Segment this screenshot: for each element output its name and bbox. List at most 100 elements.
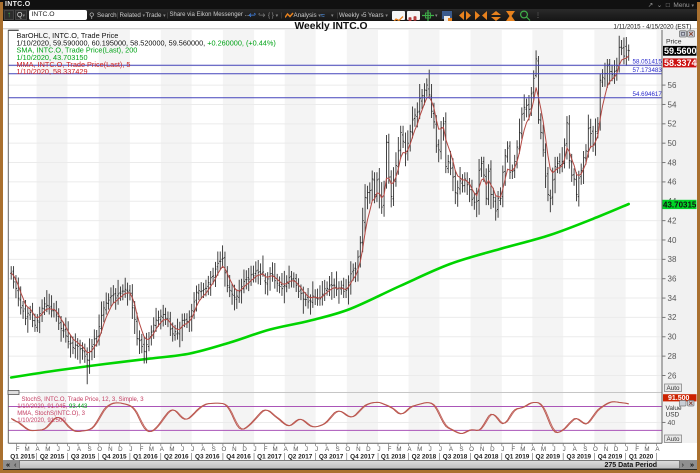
- svg-text:1/10/2020, 58.337429: 1/10/2020, 58.337429: [17, 67, 88, 76]
- svg-text:N: N: [108, 446, 112, 453]
- svg-text:M: M: [273, 446, 278, 453]
- svg-text:D: D: [490, 446, 495, 453]
- svg-text:M: M: [293, 446, 298, 453]
- svg-text:56: 56: [668, 81, 677, 90]
- svg-text:O: O: [593, 446, 598, 453]
- svg-text:F: F: [388, 446, 392, 453]
- svg-text:O: O: [97, 446, 102, 453]
- svg-text:26: 26: [668, 371, 677, 380]
- svg-text:|: |: [191, 454, 193, 461]
- svg-text:A: A: [77, 446, 82, 453]
- svg-text:|: |: [346, 454, 348, 461]
- svg-text:Q3 2018: Q3 2018: [443, 454, 468, 461]
- svg-text:30: 30: [668, 333, 677, 342]
- svg-text:40: 40: [668, 236, 677, 245]
- svg-text:Q4 2018: Q4 2018: [474, 454, 499, 461]
- svg-text:|: |: [408, 454, 410, 461]
- svg-text:|: |: [593, 454, 595, 461]
- svg-text:Q4 2015: Q4 2015: [102, 454, 127, 461]
- svg-text:F: F: [140, 446, 144, 453]
- svg-text:M: M: [25, 446, 30, 453]
- svg-text:|: |: [36, 454, 38, 461]
- svg-text:Q2 2018: Q2 2018: [412, 454, 437, 461]
- svg-text:J: J: [315, 446, 318, 453]
- svg-text:J: J: [377, 446, 380, 453]
- svg-text:|: |: [438, 454, 440, 461]
- svg-text:N: N: [480, 446, 484, 453]
- svg-text:A: A: [655, 446, 660, 453]
- svg-text:M: M: [149, 446, 154, 453]
- svg-text:N: N: [232, 446, 236, 453]
- svg-text:J: J: [439, 446, 442, 453]
- svg-text:Weekly INTC.O: Weekly INTC.O: [294, 21, 367, 32]
- svg-text:SMA, INTC.O, Trade Price(Last): SMA, INTC.O, Trade Price(Last), 200: [17, 46, 138, 55]
- svg-text:54.694617: 54.694617: [633, 91, 663, 98]
- svg-text:|: |: [656, 454, 658, 461]
- svg-text:F: F: [16, 446, 20, 453]
- svg-text:MMA, StochS(INTC.O), 3: MMA, StochS(INTC.O), 3: [17, 411, 85, 417]
- svg-text:J: J: [625, 446, 628, 453]
- svg-text:Q3 2015: Q3 2015: [71, 454, 96, 461]
- svg-text:|: |: [562, 454, 564, 461]
- svg-text:|: |: [501, 454, 503, 461]
- svg-text:Q4 2019: Q4 2019: [598, 454, 623, 461]
- svg-text:M: M: [45, 446, 50, 453]
- svg-text:Q1 2016: Q1 2016: [133, 454, 158, 461]
- svg-text:Q2 2016: Q2 2016: [164, 454, 189, 461]
- svg-text:Q3 2017: Q3 2017: [319, 454, 344, 461]
- svg-text:1/10/2020, 91.500: 1/10/2020, 91.500: [17, 418, 66, 424]
- svg-text:28: 28: [668, 352, 677, 361]
- svg-text:S: S: [88, 446, 92, 453]
- svg-text:A: A: [407, 446, 412, 453]
- svg-text:42: 42: [668, 216, 677, 225]
- svg-text:A: A: [449, 446, 454, 453]
- svg-text:Auto: Auto: [667, 436, 680, 443]
- svg-text:|: |: [253, 454, 255, 461]
- svg-text:54: 54: [668, 100, 677, 109]
- svg-text:|: |: [315, 454, 317, 461]
- svg-text:Q1 2017: Q1 2017: [257, 454, 282, 461]
- svg-text:Q2 2019: Q2 2019: [536, 454, 561, 461]
- svg-text:52: 52: [668, 120, 677, 129]
- svg-text:Q2 2017: Q2 2017: [288, 454, 313, 461]
- svg-text:J: J: [552, 446, 555, 453]
- svg-text:O: O: [469, 446, 474, 453]
- svg-text:Price: Price: [666, 39, 682, 46]
- svg-text:|: |: [98, 454, 100, 461]
- svg-text:Q4 2016: Q4 2016: [226, 454, 251, 461]
- svg-text:M: M: [417, 446, 422, 453]
- svg-text:58.3374: 58.3374: [664, 58, 697, 68]
- svg-text:F: F: [511, 446, 515, 453]
- svg-text:J: J: [501, 446, 504, 453]
- svg-text:J: J: [57, 446, 60, 453]
- svg-text:36: 36: [668, 275, 677, 284]
- svg-text:M: M: [396, 446, 401, 453]
- svg-text:S: S: [212, 446, 216, 453]
- svg-text:F: F: [264, 446, 268, 453]
- svg-text:S: S: [459, 446, 463, 453]
- svg-text:Q3 2016: Q3 2016: [195, 454, 220, 461]
- svg-text:Q1 2015: Q1 2015: [10, 454, 35, 461]
- svg-text:91.500: 91.500: [668, 395, 690, 402]
- svg-text:D: D: [242, 446, 247, 453]
- svg-text:|: |: [222, 454, 224, 461]
- svg-text:A: A: [284, 446, 289, 453]
- svg-text:USD: USD: [666, 412, 680, 419]
- svg-text:J: J: [181, 446, 184, 453]
- svg-text:Value: Value: [666, 405, 683, 412]
- svg-text:A: A: [201, 446, 206, 453]
- svg-text:|: |: [470, 454, 472, 461]
- svg-text:1/10/2020, 59.590000, 60.19500: 1/10/2020, 59.590000, 60.195000, 58.5200…: [17, 38, 276, 47]
- svg-text:Q3 2019: Q3 2019: [567, 454, 592, 461]
- svg-text:|: |: [284, 454, 286, 461]
- svg-text:38: 38: [668, 255, 677, 264]
- svg-text:J: J: [254, 446, 257, 453]
- svg-text:J: J: [191, 446, 194, 453]
- svg-text:Q1 2019: Q1 2019: [505, 454, 530, 461]
- svg-text:46: 46: [668, 178, 677, 187]
- svg-text:48: 48: [668, 158, 677, 167]
- svg-text:|: |: [160, 454, 162, 461]
- svg-text:|: |: [129, 454, 131, 461]
- svg-text:57.173483: 57.173483: [633, 67, 663, 74]
- svg-text:J: J: [305, 446, 308, 453]
